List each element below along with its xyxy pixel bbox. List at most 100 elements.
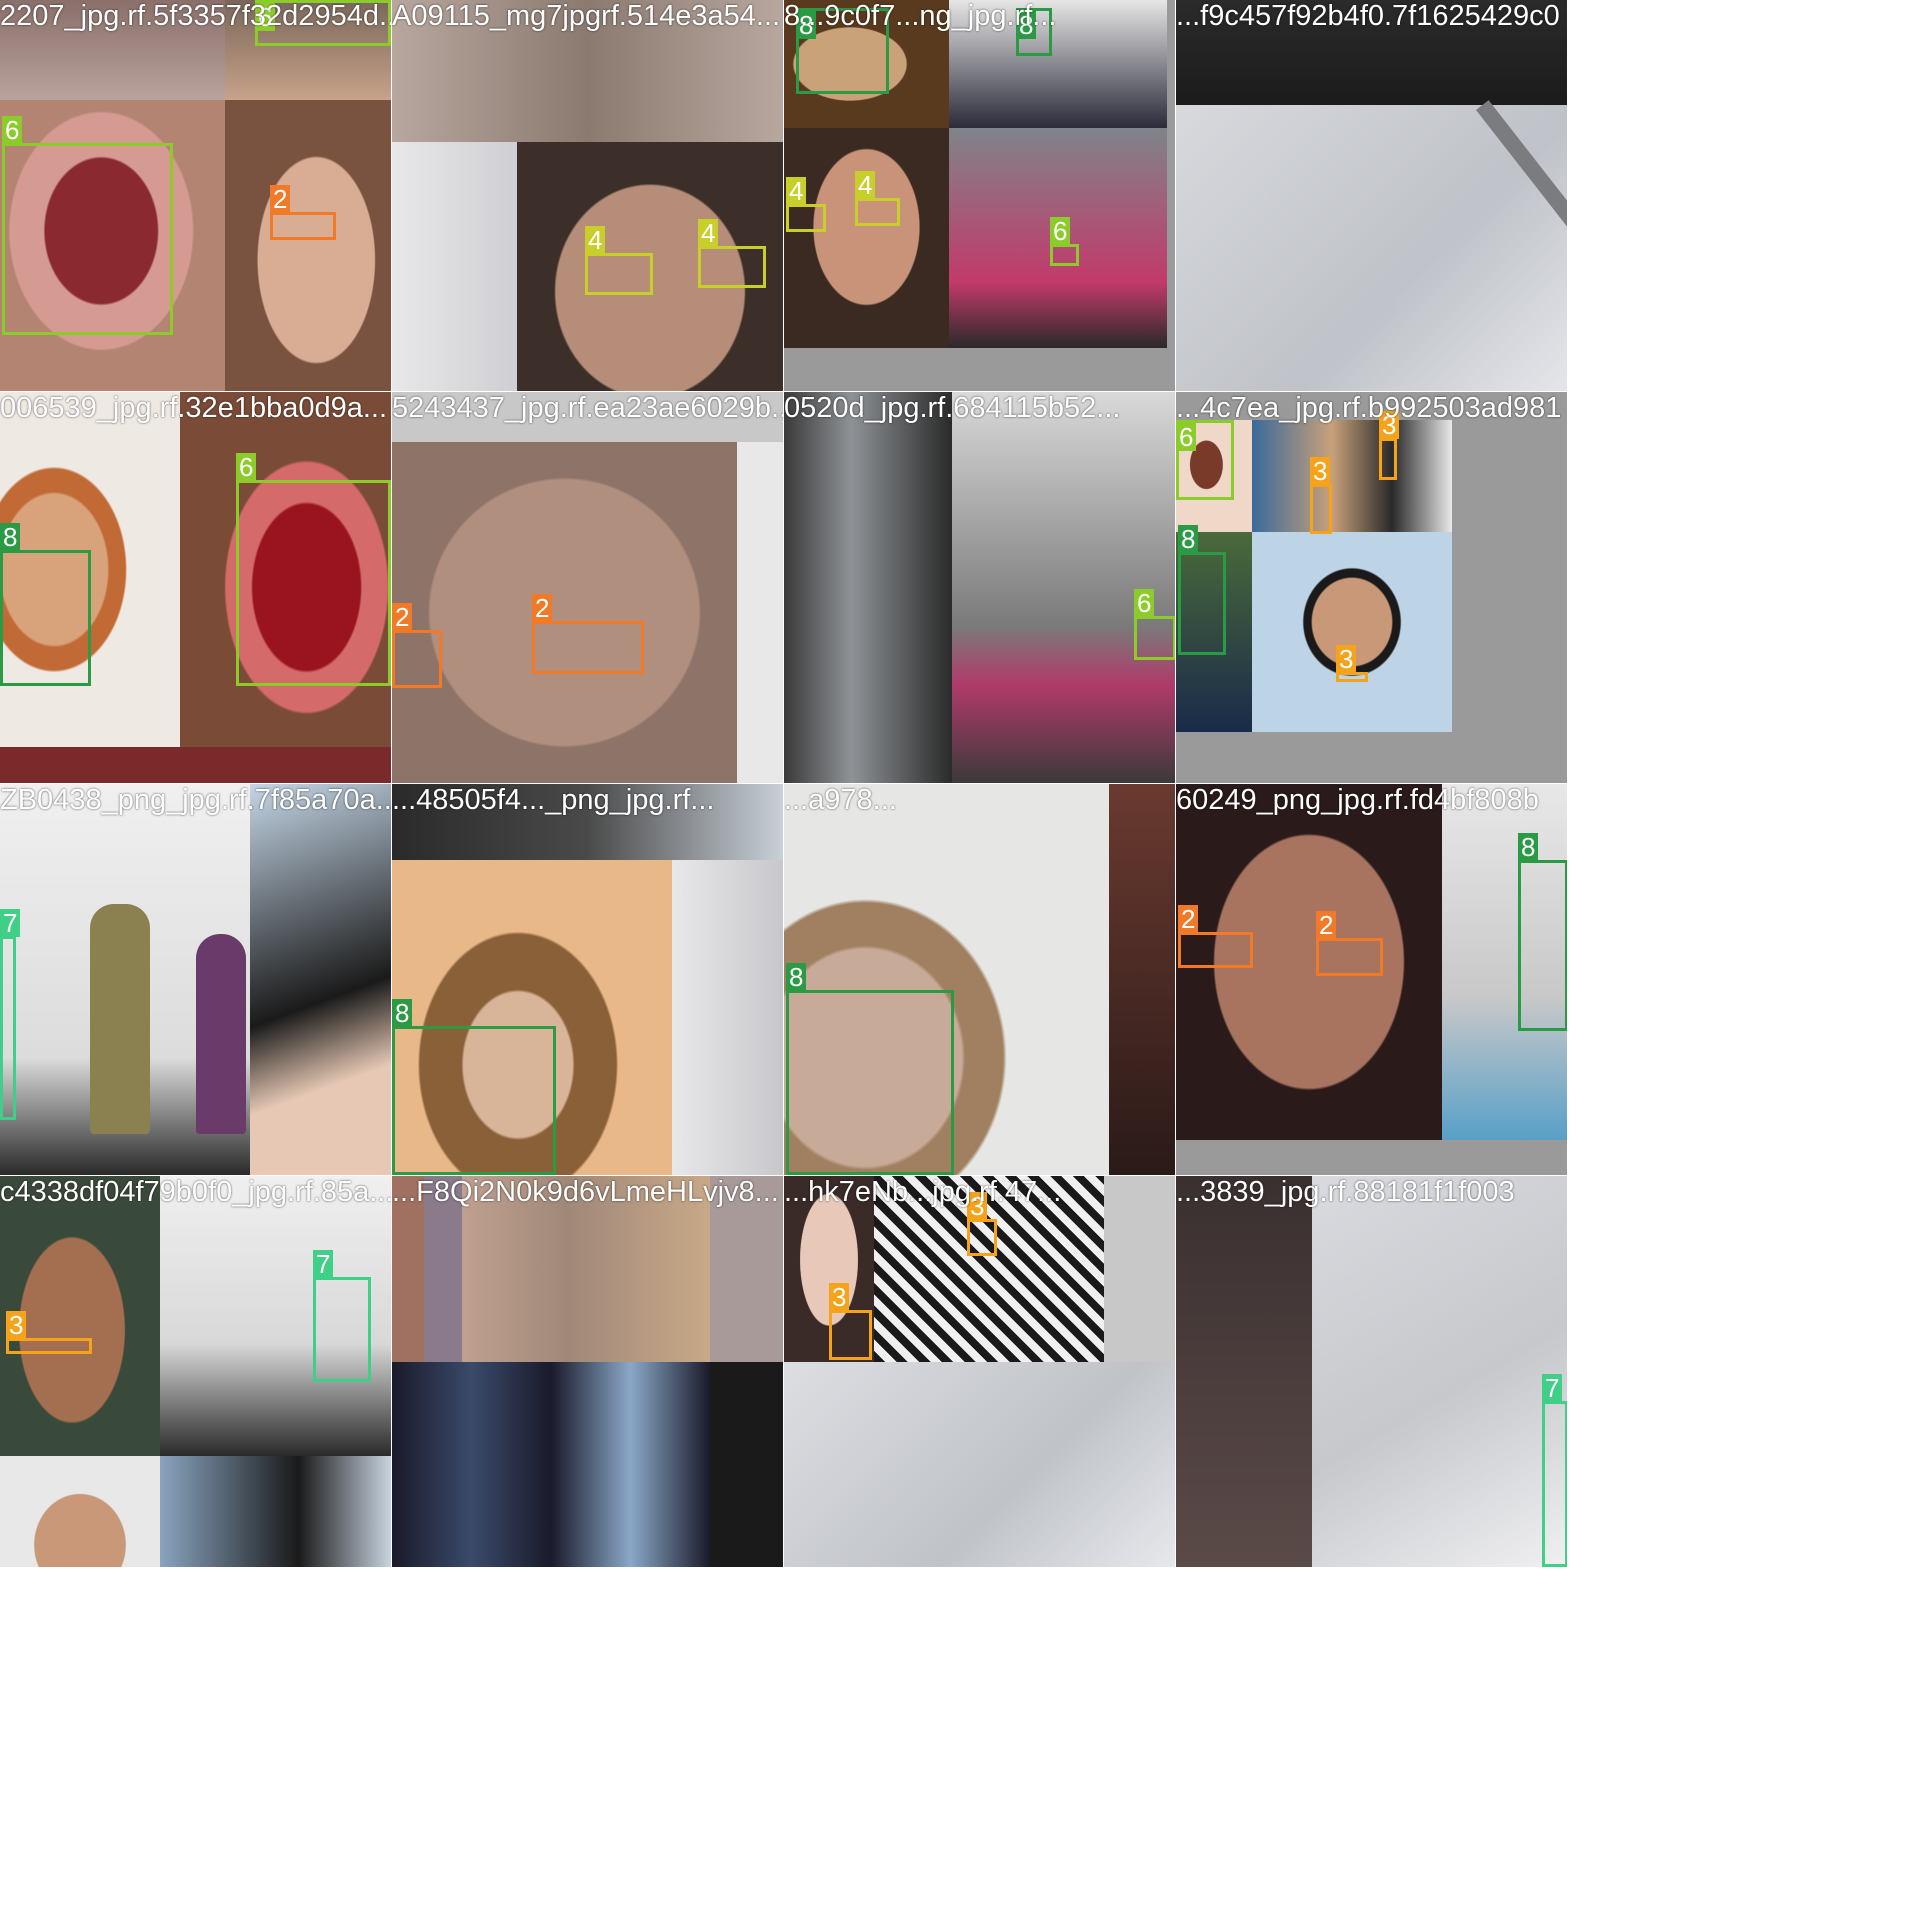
- image-filename: ...F8Qi2N0k9d6vLmeHLvjv8...: [392, 1176, 779, 1208]
- detection-box: 3: [1310, 457, 1332, 534]
- class-label: 8: [1178, 525, 1199, 553]
- detection-box: 6: [1050, 217, 1079, 266]
- photo-region: [160, 1176, 391, 1456]
- detection-box: 3: [6, 1311, 92, 1354]
- detection-box: 3: [1379, 411, 1400, 480]
- detection-box: 6: [236, 453, 391, 686]
- photo-region: [225, 100, 391, 391]
- mosaic-tile-14: ...F8Qi2N0k9d6vLmeHLvjv8...: [392, 1176, 783, 1567]
- photo-region: [874, 1176, 1104, 1362]
- photo-region: [784, 1362, 1175, 1567]
- detection-box: 2: [532, 594, 644, 674]
- image-filename: ...f9c457f92b4f0.7f1625429c0: [1176, 0, 1560, 32]
- photo-region: [0, 0, 225, 100]
- class-label: 3: [6, 1311, 27, 1339]
- detection-box: 4: [855, 171, 900, 226]
- photo-region: [225, 0, 391, 100]
- photo-region: [392, 142, 517, 391]
- detection-box: 8: [1016, 8, 1052, 56]
- class-label: 3: [1336, 645, 1357, 673]
- mosaic-tile-5: 8 6 006539_jpg.rf.32e1bba0d9a...: [0, 392, 391, 783]
- photo-region: [784, 348, 1175, 391]
- detection-box: 2: [270, 185, 336, 240]
- class-label: 6: [1050, 217, 1071, 245]
- class-label: 2: [1178, 905, 1199, 933]
- photo-region: [1176, 532, 1252, 732]
- detection-box: 7: [313, 1250, 371, 1382]
- class-label: 8: [0, 523, 21, 551]
- photo-region: [0, 1456, 160, 1567]
- detection-box: 8: [786, 963, 954, 1175]
- photo-region: [0, 100, 225, 391]
- class-label: 4: [698, 219, 719, 247]
- class-label: 4: [855, 171, 876, 199]
- photo-region: [1442, 784, 1567, 1140]
- detection-box: 4: [585, 226, 653, 295]
- mosaic-tile-6: 2 2 5243437_jpg.rf.ea23ae6029b...: [392, 392, 783, 783]
- photo-region: [1176, 105, 1567, 391]
- photo-region: [392, 392, 783, 442]
- mosaic-tile-11: 8 ...a978...: [784, 784, 1175, 1175]
- photo-region: [952, 392, 1175, 783]
- image-filename: 60249_png_jpg.rf.fd4bf808b: [1176, 784, 1539, 816]
- detection-box: 4: [698, 219, 766, 288]
- detection-box: 6: [255, 0, 391, 46]
- class-label: 3: [967, 1192, 988, 1220]
- class-label: 6: [1134, 589, 1155, 617]
- class-label: 6: [1176, 423, 1197, 451]
- photo-region: [672, 860, 783, 1175]
- detection-box: 8: [392, 999, 556, 1175]
- detection-box: 8: [1518, 833, 1567, 1031]
- detection-box: 8: [796, 8, 889, 94]
- image-filename: 2207_jpg.rf.5f3357f32d2954d...: [0, 0, 391, 32]
- image-filename: 0520d_jpg.rf.684115b52...: [784, 392, 1121, 424]
- class-label: 7: [313, 1250, 334, 1278]
- photo-region: [784, 392, 952, 783]
- photo-region: [1312, 1176, 1567, 1567]
- class-label: 2: [392, 603, 413, 631]
- mosaic-tile-16: 7 ...3839_jpg.rf.88181f1f003: [1176, 1176, 1567, 1567]
- photo-region: [392, 1362, 710, 1567]
- photo-region: [1176, 1140, 1567, 1175]
- class-label: 3: [1310, 457, 1331, 485]
- class-label: 8: [392, 999, 413, 1027]
- class-label: 4: [786, 177, 807, 205]
- detection-box: 3: [967, 1192, 997, 1256]
- photo-region: [1176, 1176, 1312, 1567]
- class-label: 6: [236, 453, 257, 481]
- mosaic-tile-2: 4 4 A09115_mg7jpgrf.514e3a54...: [392, 0, 783, 391]
- detection-box: 6: [2, 116, 173, 335]
- class-label: 2: [532, 594, 553, 622]
- class-label: 3: [1379, 411, 1400, 439]
- photo-region: [1252, 420, 1452, 532]
- class-label: 2: [1316, 911, 1337, 939]
- class-label: 4: [585, 226, 606, 254]
- class-label: 2: [270, 185, 291, 213]
- image-filename: 006539_jpg.rf.32e1bba0d9a...: [0, 392, 388, 424]
- class-label: 8: [1518, 833, 1539, 861]
- class-label: 6: [255, 3, 276, 31]
- detection-box: 3: [1336, 645, 1368, 682]
- photo-region: [160, 1456, 391, 1567]
- photo-region: [1109, 784, 1175, 1175]
- photo-region: [1104, 1176, 1175, 1362]
- photo-region: [737, 442, 783, 783]
- detection-box: 2: [392, 603, 442, 688]
- mosaic-tile-12: 2 2 8 60249_png_jpg.rf.fd4bf808b: [1176, 784, 1567, 1175]
- detection-box: 6: [1176, 420, 1234, 500]
- class-label: 8: [786, 963, 807, 991]
- class-label: 8: [796, 11, 817, 39]
- mosaic-tile-3: 8 8 4 4 6 8...9c0f7...ng_jpg.rf...: [784, 0, 1175, 391]
- detection-box: 8: [0, 523, 91, 686]
- mosaic-tile-7: 6 0520d_jpg.rf.684115b52...: [784, 392, 1175, 783]
- detection-box: 7: [0, 909, 21, 1120]
- mosaic-tile-13: 3 7 c4338df04f79b0f0_jpg.rf.85a...: [0, 1176, 391, 1567]
- photo-region: [949, 0, 1167, 128]
- image-filename: ...48505f4..._png_jpg.rf...: [392, 784, 715, 816]
- photo-region: [0, 1176, 160, 1456]
- detection-box: 8: [1178, 525, 1226, 655]
- detection-box: 6: [1134, 589, 1175, 660]
- photo-region: [250, 784, 391, 1175]
- image-filename: c4338df04f79b0f0_jpg.rf.85a...: [0, 1176, 391, 1208]
- photo-region: [392, 784, 783, 860]
